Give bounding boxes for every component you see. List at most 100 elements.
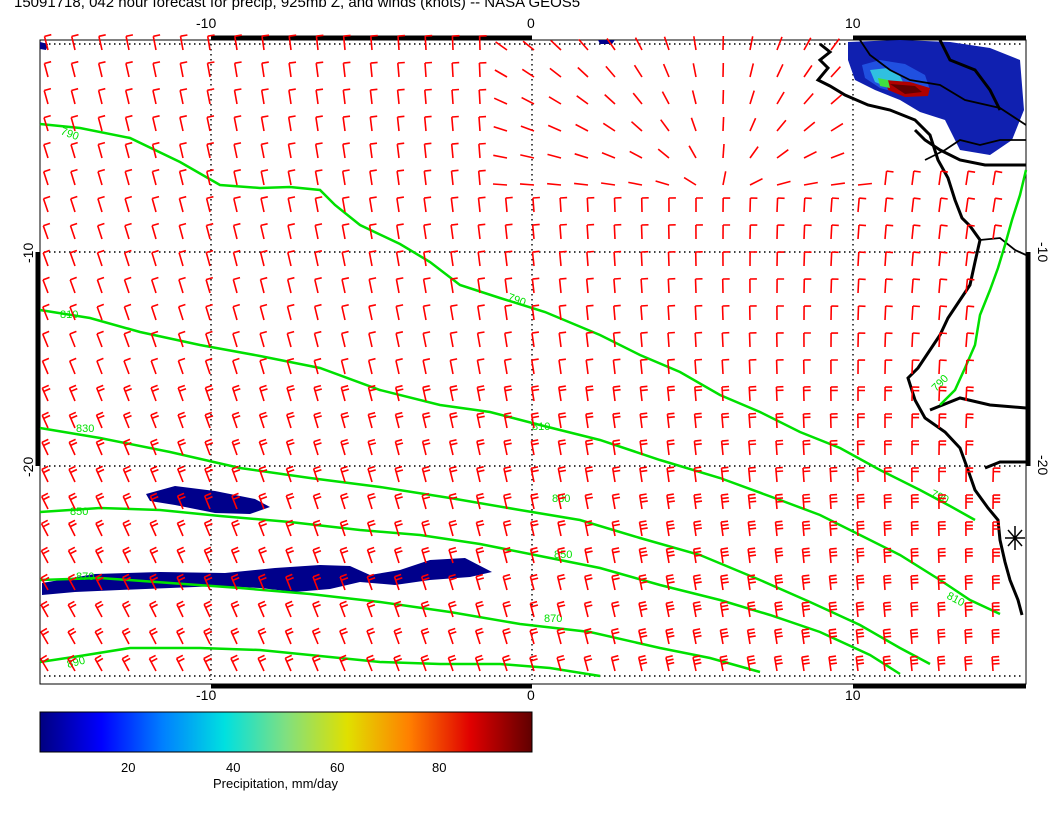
wind-barb xyxy=(640,331,648,348)
wind-barb xyxy=(451,34,460,51)
wind-barb xyxy=(393,654,403,672)
wind-barb xyxy=(96,222,105,240)
wind-barb xyxy=(531,331,540,348)
wind-barb xyxy=(152,115,160,132)
wind-barb xyxy=(477,250,486,267)
wind-barb xyxy=(578,38,589,51)
wind-barb xyxy=(693,493,703,510)
wind-barb xyxy=(775,359,784,375)
wind-barb xyxy=(43,114,51,132)
coastline xyxy=(815,39,1027,616)
wind-barb xyxy=(776,278,785,294)
wind-barb xyxy=(124,114,133,132)
wind-barb xyxy=(640,197,649,213)
wind-barb xyxy=(530,466,539,483)
wind-barb xyxy=(938,359,947,375)
wind-barb xyxy=(937,574,946,591)
wind-barb xyxy=(937,521,946,537)
wind-barb xyxy=(665,628,675,645)
wind-barb xyxy=(94,654,104,672)
wind-barb xyxy=(991,575,1000,591)
wind-barb xyxy=(774,574,784,591)
wind-barb xyxy=(665,520,675,537)
wind-barb xyxy=(583,600,593,618)
wind-barb xyxy=(640,304,648,321)
wind-barb xyxy=(938,197,948,213)
wind-barb xyxy=(503,466,512,483)
wind-barb xyxy=(422,358,431,375)
wind-barb xyxy=(556,627,566,645)
wind-barb xyxy=(43,33,52,51)
wind-barb xyxy=(667,277,676,294)
wind-barb xyxy=(394,492,403,510)
wind-barb xyxy=(830,359,838,375)
wind-barb xyxy=(367,384,377,402)
wind-barb xyxy=(667,331,675,348)
wind-barb xyxy=(665,547,675,564)
country-borders xyxy=(859,39,1027,256)
wind-barb xyxy=(829,439,838,456)
wind-barb xyxy=(965,305,975,321)
wind-barb xyxy=(313,411,322,429)
wind-barb xyxy=(70,168,78,186)
wind-barb xyxy=(992,467,1001,483)
wind-barb xyxy=(721,331,730,348)
wind-barb xyxy=(585,304,594,321)
wind-barb xyxy=(638,547,648,564)
wind-barb xyxy=(177,411,187,429)
wind-barb xyxy=(176,519,186,537)
wind-barb xyxy=(663,36,670,51)
wind-barb xyxy=(121,600,131,618)
wind-barb xyxy=(556,600,566,618)
wind-barb xyxy=(911,251,921,267)
wind-barb xyxy=(96,303,105,321)
wind-barb xyxy=(775,412,784,429)
wind-barb xyxy=(231,384,241,402)
contour-label-850: 850 xyxy=(554,549,572,561)
wind-barb xyxy=(884,332,893,348)
wind-barb xyxy=(722,251,730,267)
wind-barb xyxy=(964,574,973,591)
wind-barb xyxy=(68,465,78,483)
wind-barb xyxy=(315,34,324,51)
wind-barb xyxy=(206,169,214,186)
wind-barb xyxy=(396,88,405,105)
wind-barb xyxy=(884,170,894,186)
wind-barb xyxy=(749,117,757,132)
wind-barb xyxy=(640,277,649,294)
wind-barb xyxy=(694,278,703,294)
wind-barb xyxy=(96,357,104,375)
wind-barb xyxy=(964,548,973,564)
wind-barb xyxy=(450,169,459,186)
wind-barb xyxy=(67,627,77,645)
wind-barb xyxy=(368,250,377,267)
wind-barb xyxy=(529,654,538,672)
wind-barb xyxy=(176,465,186,483)
wind-barb xyxy=(559,223,567,240)
wind-barb xyxy=(394,384,404,402)
wind-barb xyxy=(232,357,240,375)
wind-barb xyxy=(397,34,406,51)
wind-barb xyxy=(749,146,759,159)
wind-barb xyxy=(802,412,811,429)
wind-barb xyxy=(801,547,811,564)
wind-barb xyxy=(424,88,432,105)
wind-barb xyxy=(828,601,838,618)
wind-barb xyxy=(857,413,865,429)
wind-barb xyxy=(368,331,376,348)
wind-barb xyxy=(97,61,106,78)
wind-barb xyxy=(529,573,539,591)
wind-barb xyxy=(884,197,894,213)
wind-barb xyxy=(910,601,919,618)
wind-barb xyxy=(123,249,132,267)
wind-barb xyxy=(260,115,269,132)
wind-barb xyxy=(720,574,729,591)
wind-barb xyxy=(802,359,811,375)
wind-barb xyxy=(722,224,731,240)
wind-barb xyxy=(965,494,973,509)
wind-barb xyxy=(775,466,784,483)
wind-barb xyxy=(531,250,540,267)
contour-label-810: 810 xyxy=(532,421,550,433)
wind-barb xyxy=(965,521,973,537)
wind-barb xyxy=(692,574,702,591)
